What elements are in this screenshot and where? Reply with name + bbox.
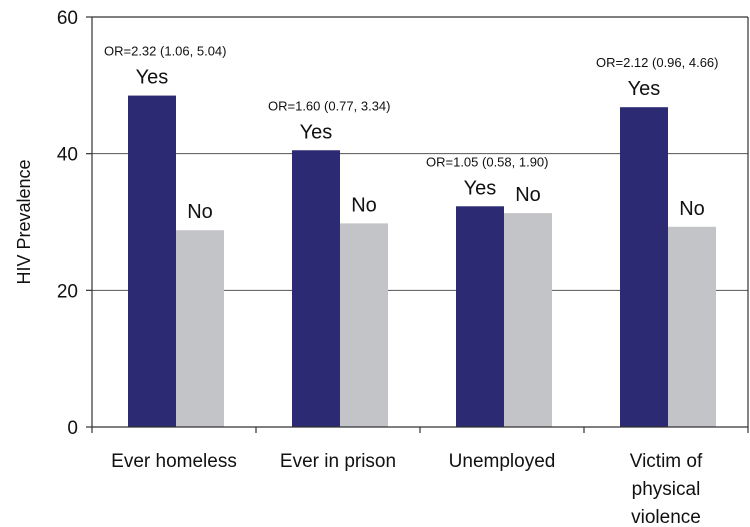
category-label: Ever in prison <box>280 451 396 472</box>
y-tick-label: 40 <box>57 145 78 166</box>
category-label: Unemployed <box>449 451 556 472</box>
bar-label-no: No <box>351 194 377 216</box>
y-tick-label: 60 <box>57 8 78 29</box>
odds-ratio-label: OR=1.60 (0.77, 3.34) <box>268 98 391 113</box>
bar-label-yes: Yes <box>628 78 661 100</box>
bar-yes <box>620 107 668 427</box>
y-tick-labels: 0 20 40 60 <box>57 8 78 439</box>
odds-ratio-label: OR=2.32 (1.06, 5.04) <box>104 44 227 59</box>
odds-ratio-label: OR=1.05 (0.58, 1.90) <box>426 154 549 169</box>
category-label: violence <box>631 507 701 527</box>
category-label: physical <box>632 479 701 500</box>
bars <box>128 95 716 427</box>
annotations: Yes No OR=2.32 (1.06, 5.04) Yes No OR=1.60 (0… <box>104 44 719 224</box>
category-labels: Ever homeless Ever in prison Unemployed Vic… <box>111 451 703 527</box>
axes <box>86 16 749 433</box>
y-axis-title: HIV Prevalence <box>14 159 34 284</box>
y-tick-label: 0 <box>67 418 78 439</box>
bar-no <box>340 223 388 427</box>
bar-label-yes: Yes <box>464 177 497 199</box>
bar-no <box>504 213 552 427</box>
bar-no <box>176 230 224 427</box>
bar-no <box>668 226 716 427</box>
bar-label-yes: Yes <box>300 121 333 143</box>
category-label: Ever homeless <box>111 451 237 472</box>
y-tick-label: 20 <box>57 281 78 302</box>
bar-label-no: No <box>515 184 541 206</box>
bar-yes <box>456 206 504 427</box>
bar-yes <box>292 150 340 427</box>
bar-yes <box>128 95 176 427</box>
bar-label-no: No <box>187 201 213 223</box>
odds-ratio-label: OR=2.12 (0.96, 4.66) <box>596 55 719 70</box>
bar-label-yes: Yes <box>136 67 169 89</box>
category-label: Victim of <box>630 451 703 472</box>
bar-label-no: No <box>679 198 705 220</box>
